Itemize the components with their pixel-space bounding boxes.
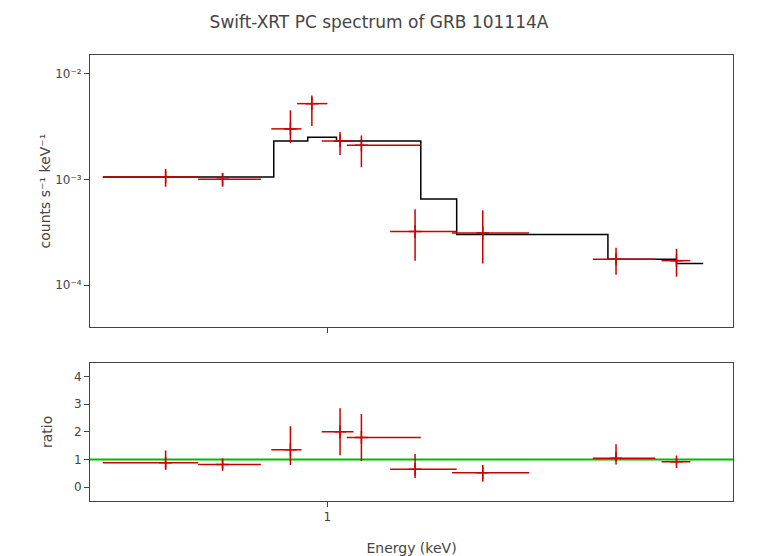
svg-text:10⁻³: 10⁻³ xyxy=(55,173,82,187)
svg-text:Energy (keV): Energy (keV) xyxy=(366,540,456,556)
svg-text:1: 1 xyxy=(324,510,332,524)
svg-text:3: 3 xyxy=(74,397,82,411)
svg-text:counts s⁻¹ keV⁻¹: counts s⁻¹ keV⁻¹ xyxy=(37,134,53,249)
svg-text:Swift-XRT PC spectrum of GRB 1: Swift-XRT PC spectrum of GRB 101114A xyxy=(210,12,549,32)
svg-text:2: 2 xyxy=(74,425,82,439)
svg-text:0: 0 xyxy=(74,480,82,494)
svg-text:10⁻²: 10⁻² xyxy=(55,67,82,81)
svg-text:10⁻⁴: 10⁻⁴ xyxy=(55,278,82,292)
svg-text:1: 1 xyxy=(74,453,82,467)
svg-text:4: 4 xyxy=(74,370,82,384)
svg-text:ratio: ratio xyxy=(39,416,55,448)
